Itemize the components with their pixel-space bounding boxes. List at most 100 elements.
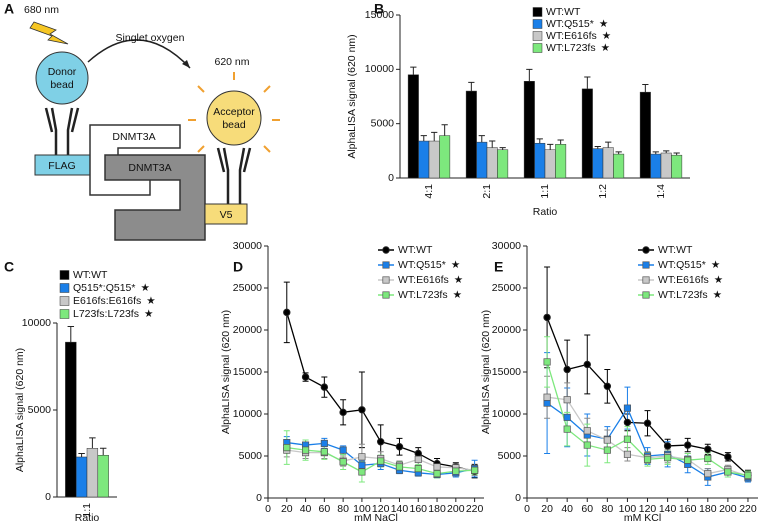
marker <box>642 261 650 269</box>
error-bar <box>468 81 475 92</box>
x-axis-label: Ratio <box>533 206 558 218</box>
x-tick-label: 0 <box>524 503 530 515</box>
bead-label: Donor <box>48 66 77 78</box>
transfer-arrow <box>87 39 191 69</box>
y-tick-label: 10000 <box>22 317 51 329</box>
legend-swatch <box>532 43 543 53</box>
error-bar <box>663 150 670 154</box>
bar <box>65 341 77 498</box>
marker <box>471 466 479 474</box>
bar <box>523 81 535 179</box>
significance: ★ <box>713 289 723 301</box>
error-bar <box>526 68 533 82</box>
bar <box>613 153 625 179</box>
marker <box>684 456 692 464</box>
y-tick-label: 0 <box>256 492 262 504</box>
marker <box>642 246 650 254</box>
panel-label: C <box>4 259 14 275</box>
marker <box>704 470 712 478</box>
x-axis-label: mM KCl <box>624 512 661 524</box>
marker <box>642 291 650 299</box>
legend-label: WT:E616fs <box>546 30 597 42</box>
diagram: A 680 nm Singlet oxygen 620 nm Donor bea… <box>4 1 280 241</box>
significance: ★ <box>140 282 150 294</box>
y-tick-label: 20000 <box>233 324 262 336</box>
marker <box>704 445 712 453</box>
marker <box>623 450 631 458</box>
legend-label: WT:Q515* <box>398 259 446 271</box>
legend-swatch <box>59 283 70 293</box>
bar <box>439 135 451 179</box>
marker <box>563 413 571 421</box>
marker <box>683 441 692 449</box>
marker <box>724 468 732 476</box>
significance: ★ <box>146 295 156 307</box>
marker <box>358 406 366 414</box>
x-tick-label: 20 <box>281 503 293 515</box>
transfer-label: Singlet oxygen <box>116 32 185 44</box>
error-bar <box>547 143 554 150</box>
x-tick-label: 140 <box>391 503 409 515</box>
y-axis-label: AlphaLISA signal (620 nm) <box>14 348 26 472</box>
bar <box>407 74 419 179</box>
y-tick-label: 10000 <box>233 408 262 420</box>
legend-label: WT:L723fs <box>658 289 708 301</box>
y-tick-label: 5000 <box>28 404 52 416</box>
marker <box>704 454 712 463</box>
x-tick-label: 1:4 <box>655 184 667 199</box>
bar <box>650 153 662 179</box>
marker <box>395 463 404 471</box>
significance: ★ <box>714 274 724 286</box>
bar <box>660 152 672 179</box>
bead-label: bead <box>222 119 246 131</box>
protein-label: DNMT3A <box>112 131 155 143</box>
y-tick-label: 0 <box>388 172 394 184</box>
marker <box>563 365 571 374</box>
marker <box>358 461 366 469</box>
marker <box>603 446 611 454</box>
panel-label: A <box>4 1 14 17</box>
bar <box>486 147 498 179</box>
marker <box>301 373 310 381</box>
marker <box>583 441 591 449</box>
x-tick-label: 1:1 <box>81 503 93 518</box>
y-tick-label: 20000 <box>492 324 521 336</box>
marker <box>744 471 752 479</box>
legend-swatch <box>532 31 543 41</box>
error-bar <box>420 135 427 142</box>
x-tick-label: 2:1 <box>481 184 493 199</box>
antibody <box>44 107 80 155</box>
bar <box>418 140 430 179</box>
y-tick-label: 5000 <box>239 450 263 462</box>
marker <box>603 382 612 390</box>
y-tick-label: 25000 <box>233 282 262 294</box>
error-bar <box>478 135 485 143</box>
marker <box>433 470 441 478</box>
x-tick-label: 180 <box>428 503 446 515</box>
marker <box>395 443 404 451</box>
bar <box>581 88 593 179</box>
x-tick-label: 140 <box>659 503 677 515</box>
bead-label: Acceptor <box>213 106 255 118</box>
x-tick-label: 60 <box>319 503 331 515</box>
y-tick-label: 15000 <box>233 366 262 378</box>
significance: ★ <box>599 18 609 30</box>
legend-label: L723fs:L723fs <box>73 308 139 320</box>
error-bar <box>594 145 601 149</box>
x-tick-label: 1:2 <box>597 184 609 199</box>
marker <box>543 358 551 366</box>
marker <box>623 418 632 427</box>
error-bar <box>410 66 417 75</box>
y-tick-label: 0 <box>515 492 521 504</box>
x-tick-label: 0 <box>265 503 271 515</box>
panel-label: B <box>374 1 384 17</box>
error-bar <box>489 140 496 148</box>
legend-swatch <box>59 309 70 319</box>
y-tick-label: 30000 <box>233 240 262 252</box>
marker <box>382 261 390 269</box>
error-bar <box>584 76 591 89</box>
marker <box>358 468 366 476</box>
significance: ★ <box>454 274 464 286</box>
error-bar <box>642 84 649 93</box>
marker <box>382 276 390 284</box>
